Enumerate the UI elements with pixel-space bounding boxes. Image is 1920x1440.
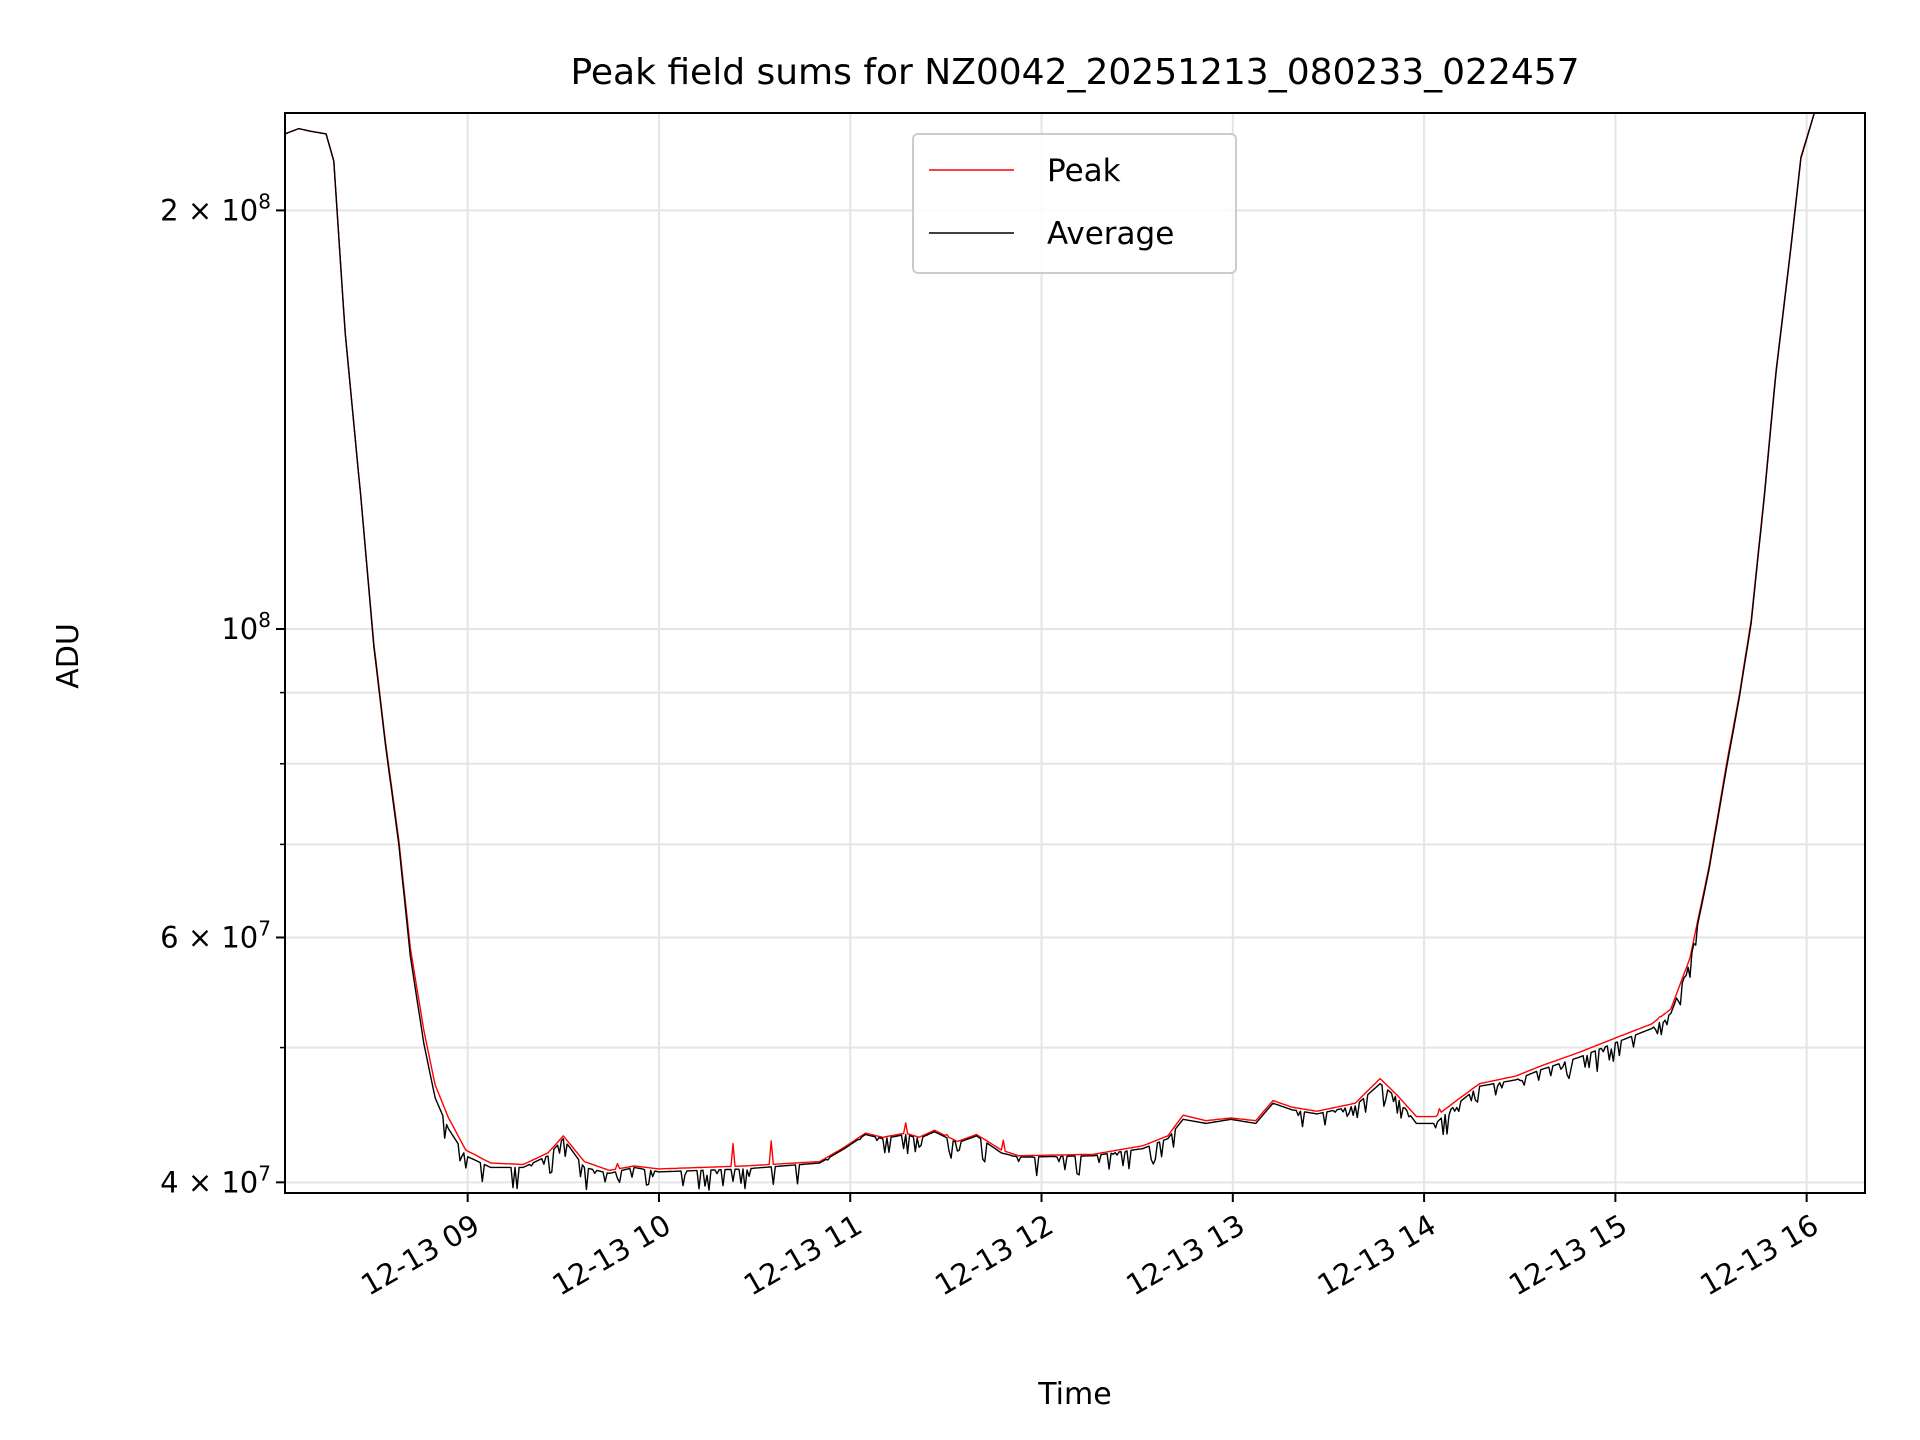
x-tick-label: 12-13 10 xyxy=(547,1208,677,1303)
chart-title: Peak field sums for NZ0042_20251213_0802… xyxy=(570,52,1579,93)
x-axis: 12-13 09 12-13 10 12-13 11 12-13 12 12-13 13… xyxy=(355,1193,1824,1302)
plot-lines xyxy=(285,113,1815,1191)
x-tick-label: 12-13 16 xyxy=(1694,1208,1824,1303)
y-tick-label: 4 × 107 xyxy=(160,1161,271,1199)
x-tick-label: 12-13 14 xyxy=(1312,1208,1442,1303)
grid xyxy=(285,113,1865,1193)
y-axis-label: ADU xyxy=(51,623,86,689)
series-average-line xyxy=(285,113,1815,1191)
y-tick-label: 2 × 108 xyxy=(160,189,271,227)
y-tick-label: 108 xyxy=(221,608,271,646)
legend: Peak Average xyxy=(912,133,1237,274)
plot-frame xyxy=(284,112,1866,1194)
x-axis-label: Time xyxy=(1037,1377,1111,1412)
legend-peak-label: Peak xyxy=(1047,153,1121,189)
y-tick-label: 6 × 107 xyxy=(160,916,271,954)
legend-average-label: Average xyxy=(1047,216,1174,252)
legend-box xyxy=(912,133,1237,274)
x-tick-label: 12-13 15 xyxy=(1503,1208,1633,1303)
x-tick-label: 12-13 09 xyxy=(355,1208,485,1303)
x-tick-label: 12-13 11 xyxy=(738,1208,868,1303)
x-tick-label: 12-13 13 xyxy=(1120,1208,1250,1303)
y-axis: 4 × 107 6 × 107 108 2 × 108 xyxy=(160,189,285,1199)
x-tick-label: 12-13 12 xyxy=(929,1208,1059,1303)
series-peak-line xyxy=(285,113,1815,1172)
